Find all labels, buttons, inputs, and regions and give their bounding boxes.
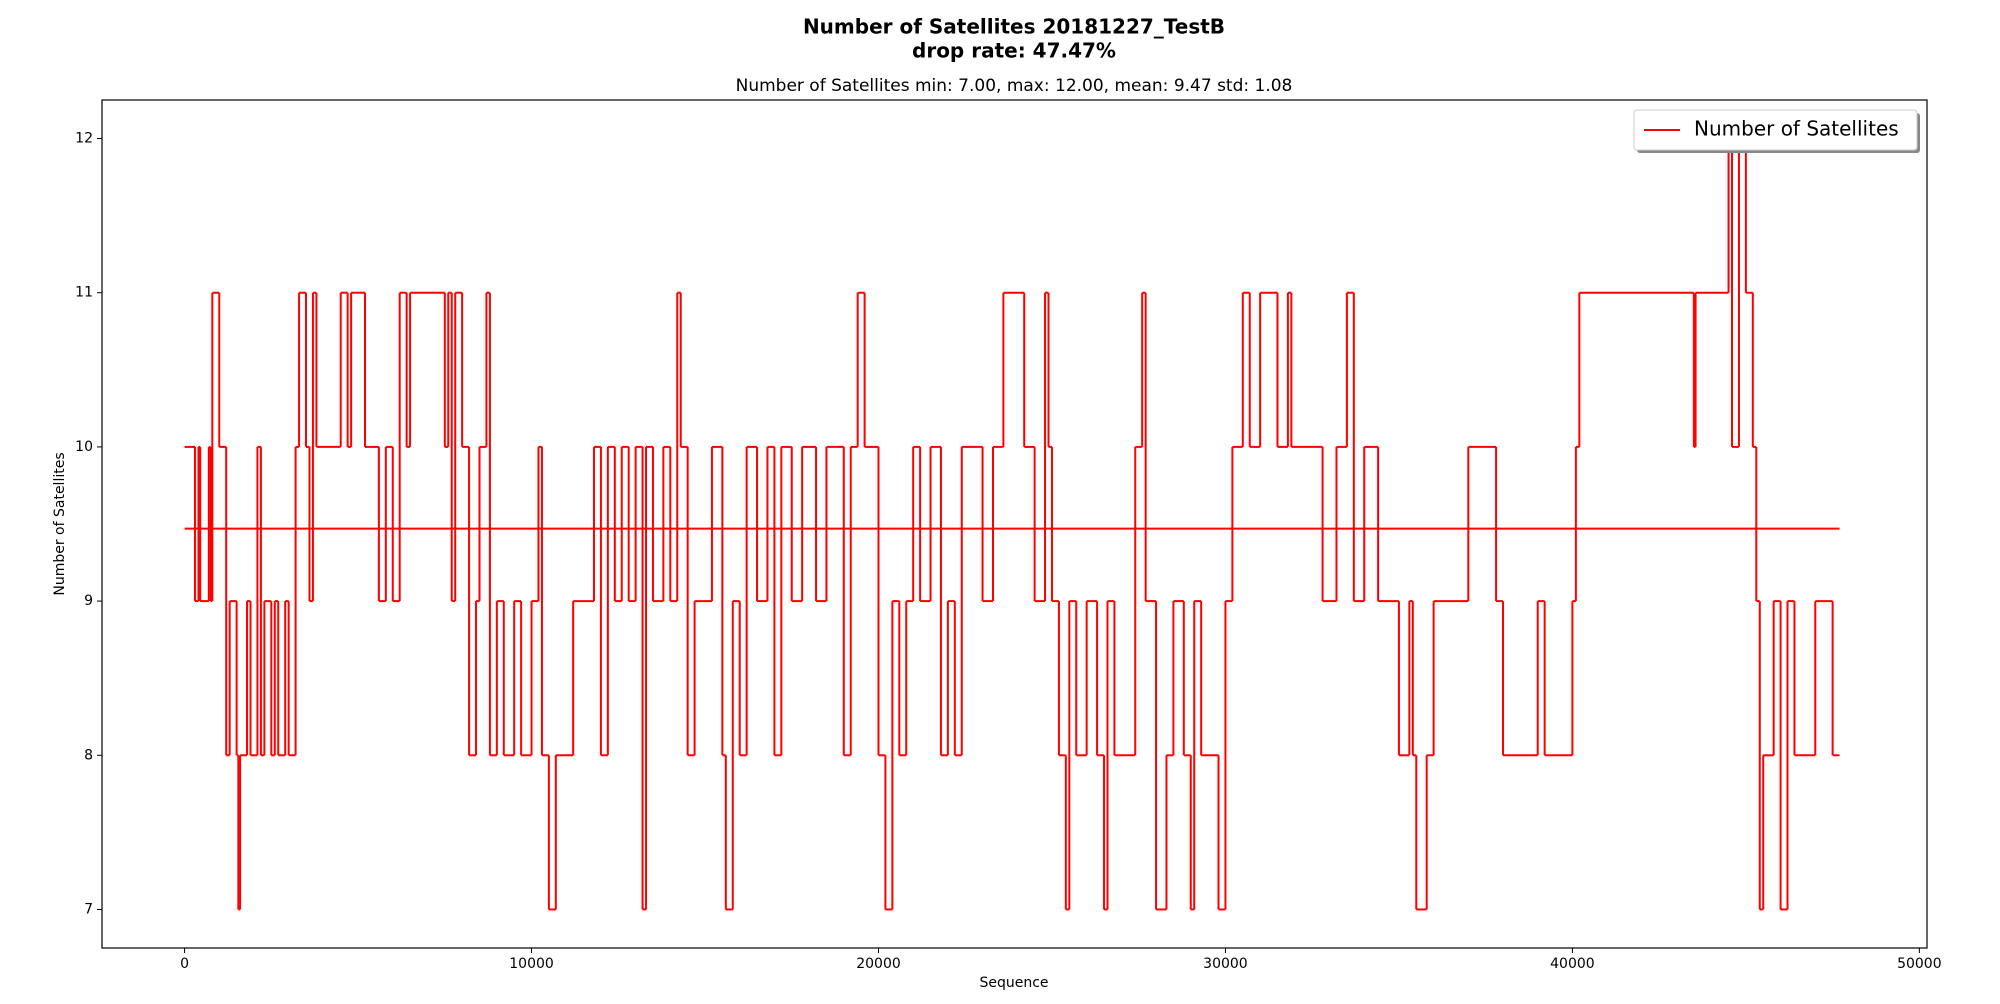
- y-tick-label: 8: [84, 747, 93, 763]
- y-tick-label: 11: [75, 285, 93, 301]
- y-tick-label: 12: [75, 131, 93, 147]
- stats-annotation: Number of Satellites min: 7.00, max: 12.…: [736, 76, 1293, 96]
- x-tick-label: 10000: [509, 956, 554, 972]
- y-tick-label: 9: [84, 593, 93, 609]
- x-tick-label: 20000: [856, 956, 901, 972]
- x-tick-label: 50000: [1897, 956, 1942, 972]
- chart-title: Number of Satellites 20181227_TestB: [803, 15, 1225, 39]
- x-tick-label: 30000: [1203, 956, 1248, 972]
- legend-label: Number of Satellites: [1694, 117, 1899, 141]
- plot-frame: [101, 99, 1928, 949]
- y-axis-label: Number of Satellites: [52, 452, 68, 595]
- x-axis-label: Sequence: [979, 975, 1048, 991]
- chart-subtitle: drop rate: 47.47%: [912, 39, 1116, 63]
- y-tick-label: 10: [75, 439, 93, 455]
- x-tick-label: 40000: [1550, 956, 1595, 972]
- legend-box: [1633, 109, 1918, 151]
- x-tick-label: 0: [180, 956, 189, 972]
- y-tick-label: 7: [84, 901, 93, 917]
